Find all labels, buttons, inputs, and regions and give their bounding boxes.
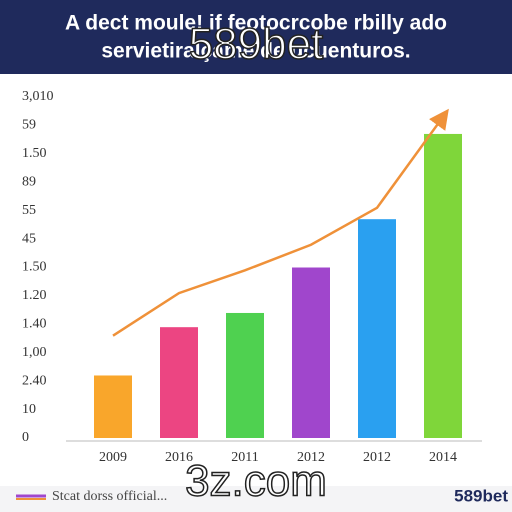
y-tick-label: 45 — [22, 231, 36, 246]
y-tick-label: 1.40 — [22, 317, 47, 332]
bar — [424, 133, 462, 439]
watermark: 589bet — [189, 20, 324, 69]
y-tick-label: 10 — [22, 402, 36, 417]
brand: 589bet — [454, 486, 508, 505]
x-tick-label: 2014 — [429, 450, 457, 465]
chart-subtitle: servietiralçame de ucuenturos. — [101, 40, 410, 63]
y-tick-label: 3,010 — [22, 89, 54, 104]
bar — [358, 219, 396, 438]
y-tick-label: 1.20 — [22, 288, 47, 303]
y-tick-label: 0 — [22, 430, 29, 445]
y-tick-label: 59 — [22, 118, 36, 133]
x-tick-label: 2011 — [231, 450, 258, 465]
bar — [94, 375, 132, 438]
x-tick-label: 2012 — [363, 450, 391, 465]
bar — [292, 267, 330, 438]
watermark: 3z.com — [185, 457, 327, 506]
x-tick-label: 2009 — [99, 450, 127, 465]
trend-line — [112, 108, 449, 337]
y-tick-label: 89 — [22, 174, 36, 189]
legend-label: Stcat dorss official... — [52, 489, 167, 504]
y-tick-label: 55 — [22, 203, 36, 218]
y-tick-label: 1.50 — [22, 146, 47, 161]
y-tick-label: 1,00 — [22, 345, 47, 360]
bar — [226, 312, 264, 438]
y-tick-label: 2.40 — [22, 373, 47, 388]
x-tick-label: 2012 — [297, 450, 325, 465]
chart-title: A dect moule! if feotocrcobe rbilly ado — [65, 12, 447, 35]
y-tick-label: 1.50 — [22, 260, 47, 275]
footer-band — [0, 486, 512, 512]
x-tick-label: 2016 — [165, 450, 193, 465]
bar — [160, 327, 198, 438]
header-band — [0, 0, 512, 74]
